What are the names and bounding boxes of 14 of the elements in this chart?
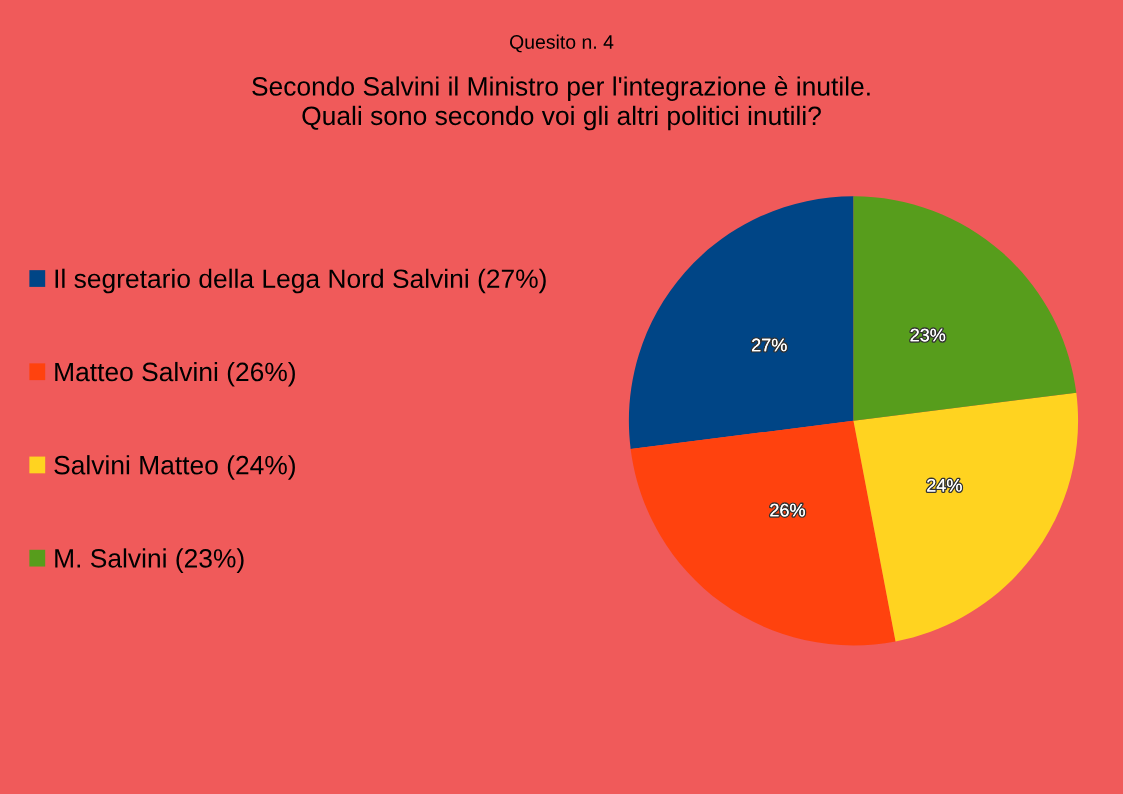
- chart-subtitle: Quesito n. 4: [510, 34, 614, 53]
- pie-slice: [853, 392, 1079, 642]
- data-label: 24%: [927, 478, 962, 492]
- legend-label: Matteo Salvini (26%): [55, 361, 295, 387]
- chart-title: Secondo Salvini il Ministro per l'integrazione è inutile. Quali sono secondo voi gli altri politici inutili?: [252, 76, 870, 131]
- pie-slice: [628, 196, 854, 449]
- pie-slice: [853, 196, 1077, 421]
- legend-label: Il segretario della Lega Nord Salvini (27%): [55, 268, 546, 294]
- data-label: 26%: [770, 503, 805, 517]
- legend-label: Salvini Matteo (24%): [54, 455, 295, 480]
- pie-slice: [630, 420, 896, 646]
- data-label: 27%: [752, 338, 787, 352]
- data-label: 23%: [910, 328, 946, 342]
- legend-label: M. Salvini (23%): [55, 548, 244, 573]
